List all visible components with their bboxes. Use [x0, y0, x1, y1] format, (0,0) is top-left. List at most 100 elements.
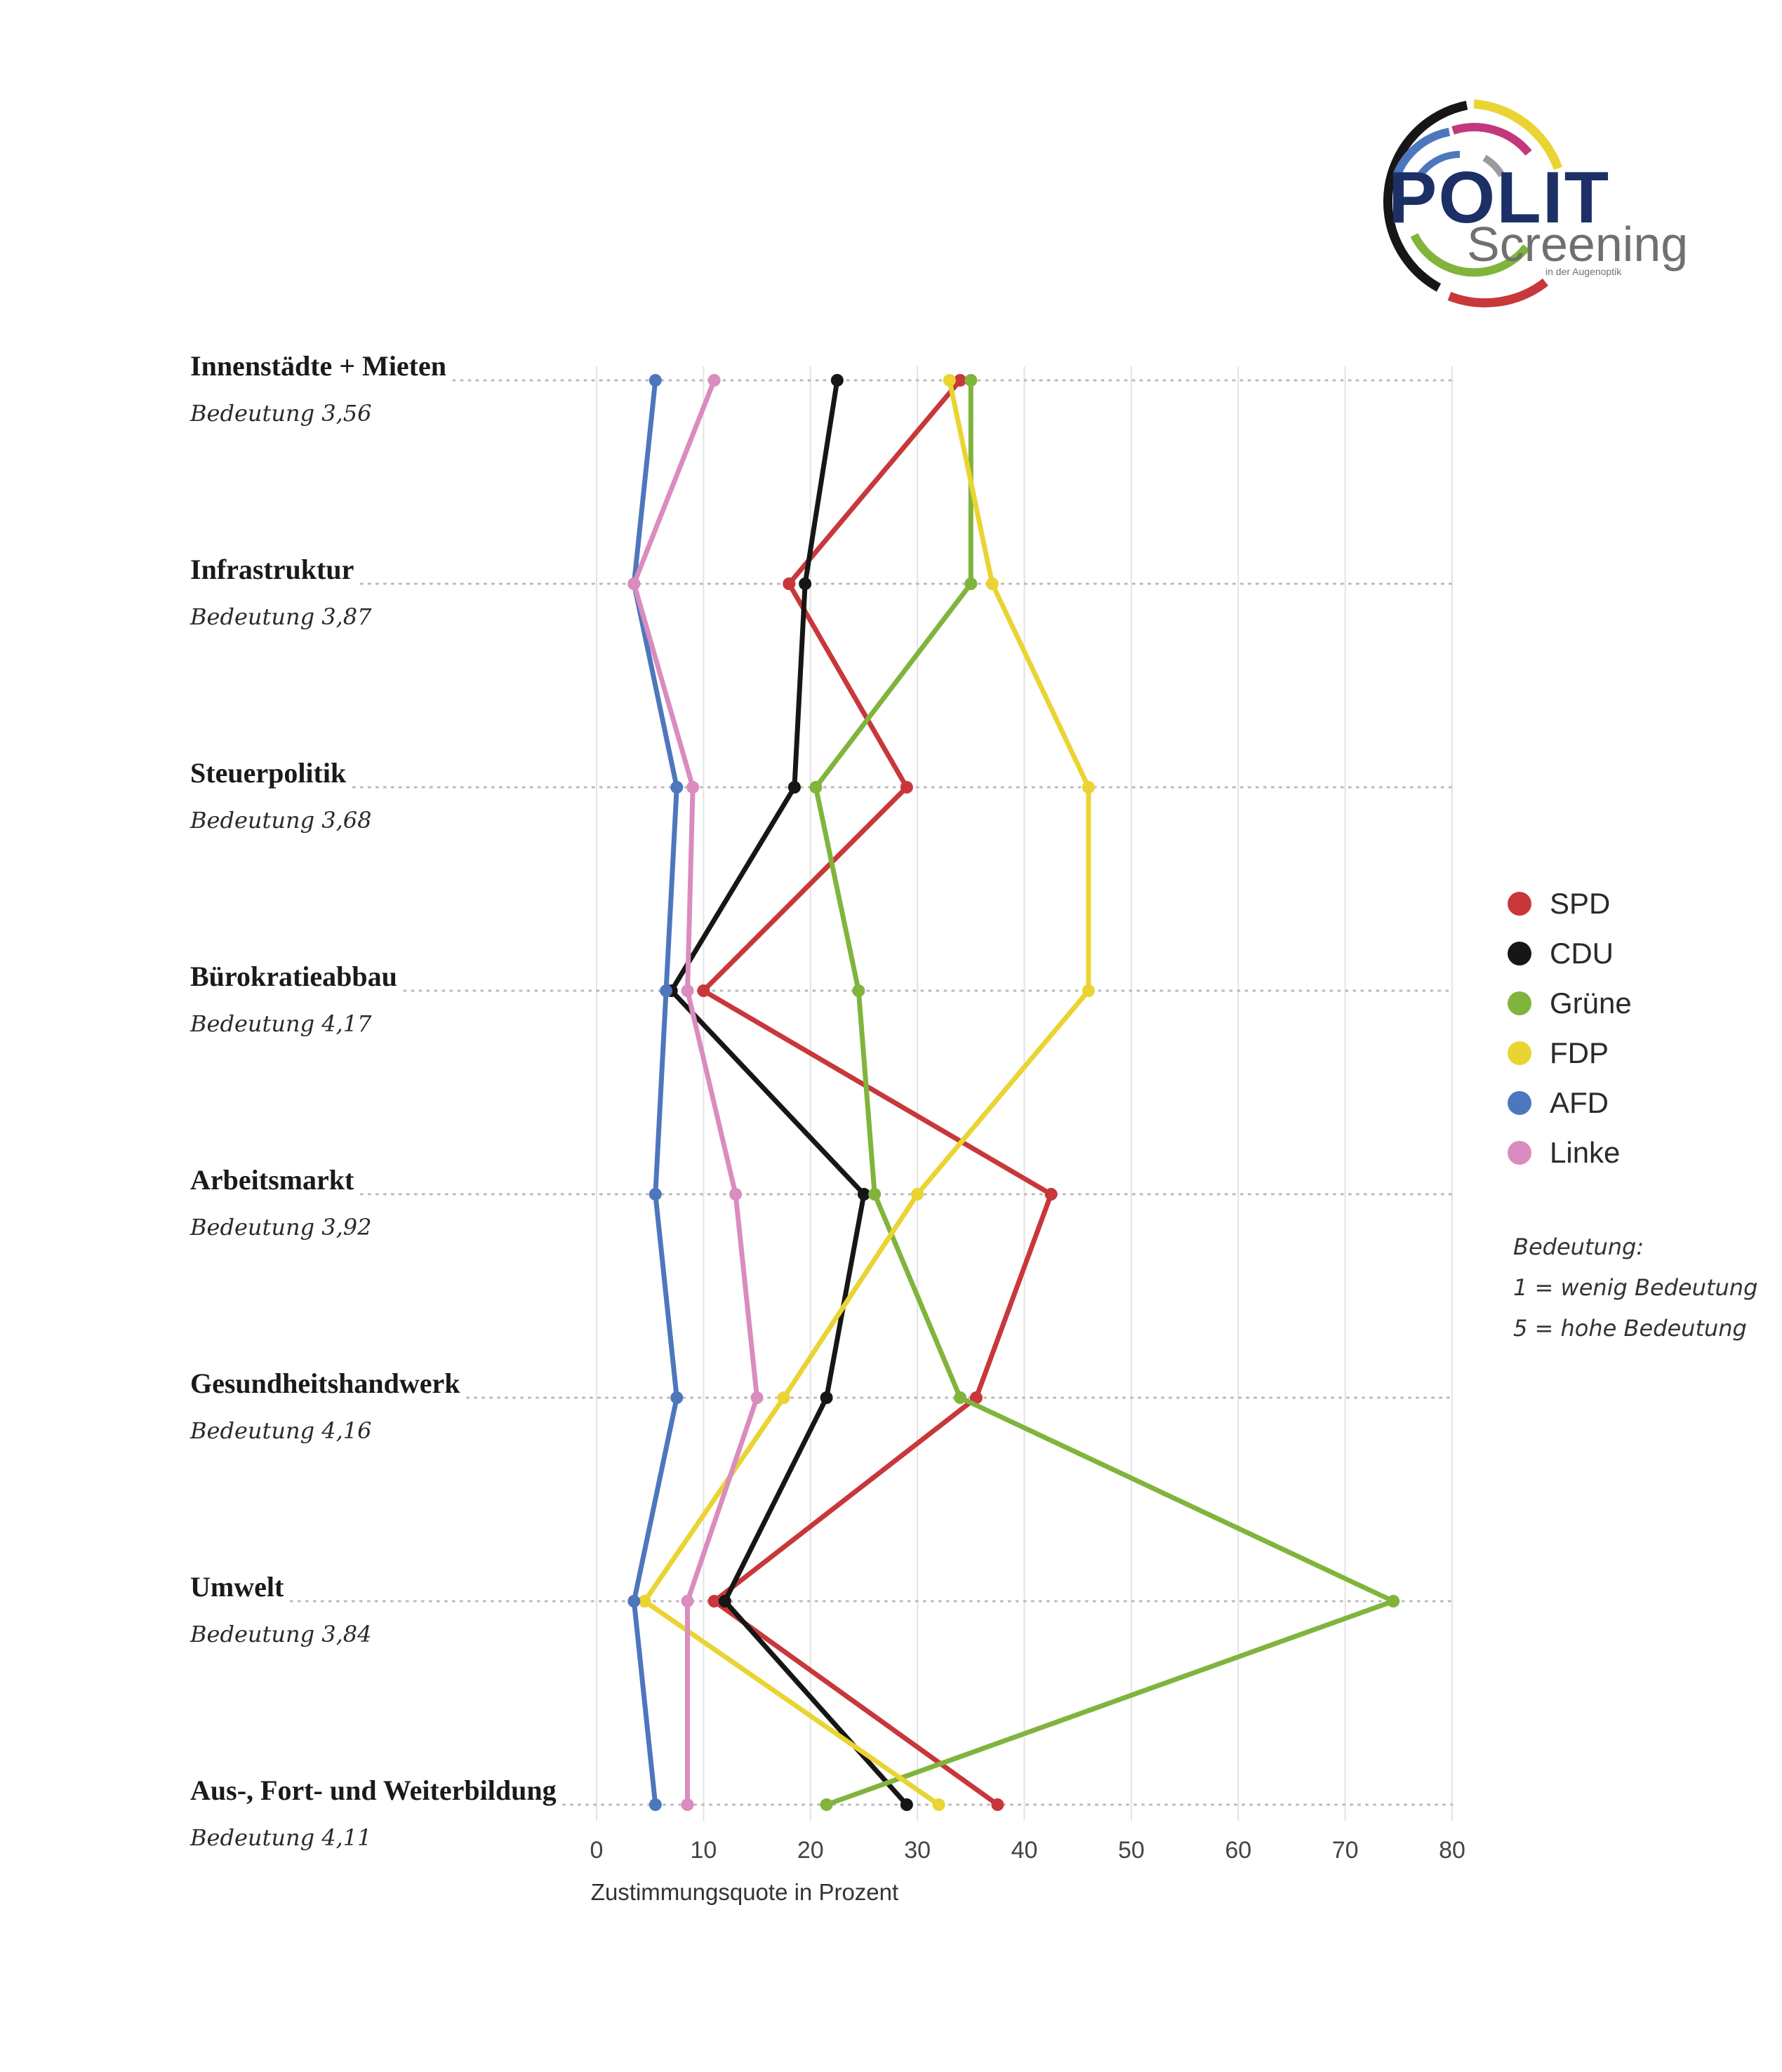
- legend-item-fdp: FDP: [1508, 1028, 1632, 1078]
- x-tick-label: 0: [590, 1837, 604, 1864]
- point-fdp: [985, 577, 999, 590]
- point-afd: [670, 781, 684, 794]
- legend-label: AFD: [1550, 1085, 1609, 1119]
- x-tick-label: 80: [1439, 1837, 1465, 1864]
- point-linke: [707, 374, 721, 387]
- x-tick-label: 70: [1332, 1837, 1359, 1864]
- point-spd: [900, 781, 913, 794]
- point-grne: [964, 374, 978, 387]
- point-fdp: [943, 374, 956, 387]
- category-guide-lines: [289, 379, 1454, 1806]
- point-grne: [809, 781, 823, 794]
- point-afd: [660, 984, 673, 997]
- point-spd: [697, 984, 710, 997]
- category-importance: Bedeutung 3,92: [189, 1214, 371, 1241]
- legend-label: FDP: [1550, 1036, 1609, 1069]
- point-linke: [686, 781, 700, 794]
- category-importance: Bedeutung 3,84: [189, 1621, 371, 1647]
- point-grne: [868, 1188, 882, 1201]
- series-line-linke: [631, 377, 760, 1807]
- logo-title: POLIT: [1388, 157, 1611, 239]
- importance-note: Bedeutung: 1 = wenig Bedeutung 5 = hohe …: [1513, 1227, 1757, 1349]
- point-linke: [681, 1595, 694, 1608]
- note-title: Bedeutung:: [1513, 1234, 1644, 1260]
- legend: SPD CDU Grüne FDP AFD Linke: [1508, 878, 1632, 1177]
- point-grne: [852, 984, 865, 997]
- point-cdu: [799, 577, 812, 590]
- category-label: Arbeitsmarkt: [190, 1164, 354, 1196]
- legend-dot-icon: [1508, 991, 1531, 1015]
- logo-subtitle: Screening: [1467, 217, 1689, 272]
- point-spd: [1044, 1188, 1058, 1201]
- point-spd: [954, 374, 967, 387]
- legend-label: CDU: [1550, 936, 1614, 970]
- legend-dot-icon: [1508, 891, 1531, 916]
- category-label: Steuerpolitik: [190, 757, 347, 789]
- series-line-grne: [813, 377, 1396, 1807]
- note-line-low: 1 = wenig Bedeutung: [1513, 1274, 1758, 1301]
- series-line-fdp: [642, 377, 1091, 1807]
- point-cdu: [787, 781, 801, 794]
- category-importance: Bedeutung 4,11: [189, 1824, 371, 1851]
- point-grne: [954, 1391, 967, 1404]
- category-label: Innenstädte + Mieten: [190, 350, 446, 382]
- point-spd: [783, 577, 796, 590]
- legend-dot-icon: [1508, 941, 1531, 965]
- point-linke: [681, 984, 694, 997]
- x-tick-label: 50: [1118, 1837, 1145, 1864]
- x-tick-label: 30: [904, 1837, 931, 1864]
- point-cdu: [857, 1188, 870, 1201]
- point-afd: [649, 1798, 662, 1811]
- legend-item-spd: SPD: [1508, 878, 1632, 928]
- x-tick-label: 20: [797, 1837, 824, 1864]
- logo: POLIT Screening in der Augenoptik: [1348, 91, 1713, 316]
- legend-item-gruene: Grüne: [1508, 978, 1632, 1028]
- legend-label: SPD: [1550, 886, 1611, 920]
- gridlines: [596, 366, 1453, 1821]
- point-fdp: [932, 1798, 945, 1811]
- category-label: Gesundheitshandwerk: [190, 1368, 460, 1399]
- category-label: Aus-, Fort- und Weiterbildung: [190, 1774, 557, 1806]
- x-tick-label: 60: [1225, 1837, 1251, 1864]
- point-linke: [750, 1391, 764, 1404]
- series-line-spd: [700, 377, 1054, 1807]
- point-fdp: [911, 1188, 924, 1201]
- x-axis-label: Zustimmungsquote in Prozent: [591, 1879, 898, 1905]
- point-linke: [681, 1798, 694, 1811]
- logo-ring-icon: [1383, 99, 1563, 308]
- point-cdu: [830, 374, 844, 387]
- x-tick-label: 10: [690, 1837, 717, 1864]
- legend-item-afd: AFD: [1508, 1078, 1632, 1128]
- category-importance: Bedeutung 4,16: [189, 1417, 371, 1444]
- point-afd: [649, 374, 662, 387]
- point-cdu: [718, 1595, 731, 1608]
- category-importance: Bedeutung 4,17: [189, 1010, 372, 1037]
- category-importance: Bedeutung 3,87: [189, 603, 372, 630]
- legend-label: Linke: [1550, 1135, 1621, 1169]
- legend-item-linke: Linke: [1508, 1128, 1632, 1177]
- category-label: Infrastruktur: [190, 554, 354, 585]
- category-label: Umwelt: [190, 1571, 284, 1603]
- x-axis-ticks: 0 10 20 30 40 50 60 70 80: [590, 1837, 1465, 1864]
- legend-dot-icon: [1508, 1041, 1531, 1065]
- point-linke: [627, 577, 641, 590]
- series-line-afd: [631, 377, 679, 1807]
- point-spd: [707, 1595, 721, 1608]
- point-grne: [820, 1798, 833, 1811]
- point-fdp: [1082, 781, 1095, 794]
- series-lines: [627, 374, 1400, 1811]
- category-label: Bürokratieabbau: [190, 961, 397, 992]
- point-fdp: [777, 1391, 790, 1404]
- point-grne: [1387, 1595, 1400, 1608]
- x-tick-label: 40: [1011, 1837, 1038, 1864]
- point-fdp: [1082, 984, 1095, 997]
- category-labels: Innenstädte + Mieten Bedeutung 3,56 Infras…: [189, 350, 557, 1851]
- point-linke: [729, 1188, 743, 1201]
- point-afd: [627, 1595, 641, 1608]
- point-cdu: [820, 1391, 833, 1404]
- point-cdu: [900, 1798, 913, 1811]
- legend-dot-icon: [1508, 1140, 1531, 1165]
- legend-dot-icon: [1508, 1090, 1531, 1115]
- legend-item-cdu: CDU: [1508, 928, 1632, 978]
